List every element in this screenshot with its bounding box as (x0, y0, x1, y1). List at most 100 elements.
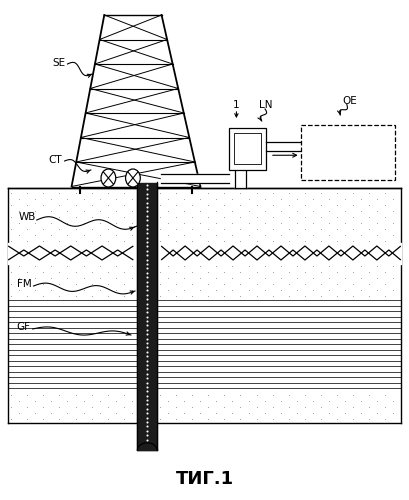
Point (189, 214, 196, 222)
Point (277, 208, 284, 216)
Point (97, 208, 103, 216)
Point (213, 196, 220, 203)
Point (245, 232, 252, 239)
Point (366, 238, 373, 246)
Point (245, 262, 252, 270)
Point (104, 202, 111, 209)
Point (128, 274, 135, 282)
Point (310, 208, 316, 216)
Point (189, 268, 196, 276)
Point (245, 208, 252, 216)
Point (334, 202, 340, 209)
Point (301, 292, 308, 300)
Point (390, 208, 397, 216)
Bar (234, 134, 261, 164)
Point (121, 226, 127, 234)
Point (97, 220, 103, 228)
Point (24, 226, 31, 234)
Point (197, 274, 204, 282)
Point (128, 397, 135, 405)
Point (189, 238, 196, 246)
Point (261, 220, 268, 228)
Point (181, 232, 187, 239)
Point (261, 262, 268, 270)
Point (229, 409, 236, 417)
Point (181, 262, 187, 270)
Point (16, 208, 22, 216)
Point (342, 220, 348, 228)
Point (16, 409, 22, 417)
Point (72, 202, 79, 209)
Point (24, 415, 31, 423)
Point (390, 409, 397, 417)
Point (80, 196, 87, 203)
Point (128, 409, 135, 417)
Point (294, 409, 300, 417)
Point (8, 292, 14, 300)
Point (40, 415, 47, 423)
Point (310, 397, 316, 405)
Point (294, 262, 300, 270)
Point (189, 403, 196, 411)
Point (342, 208, 348, 216)
Point (350, 391, 357, 399)
Point (245, 286, 252, 294)
Point (294, 232, 300, 239)
Point (366, 190, 373, 198)
Point (261, 397, 268, 405)
Point (173, 403, 180, 411)
Point (270, 238, 276, 246)
Point (277, 397, 284, 405)
Point (88, 391, 95, 399)
Point (237, 238, 244, 246)
Point (24, 190, 31, 198)
Point (277, 286, 284, 294)
Point (32, 196, 38, 203)
Point (358, 232, 364, 239)
Point (24, 202, 31, 209)
Point (270, 292, 276, 300)
Point (221, 292, 228, 300)
Point (285, 415, 292, 423)
Point (237, 391, 244, 399)
Circle shape (126, 169, 140, 187)
Point (350, 268, 357, 276)
Point (112, 208, 119, 216)
Point (301, 280, 308, 288)
Point (382, 268, 389, 276)
Point (88, 202, 95, 209)
Point (350, 415, 357, 423)
Point (8, 415, 14, 423)
Point (165, 409, 171, 417)
Point (48, 232, 55, 239)
Point (128, 232, 135, 239)
Point (48, 262, 55, 270)
Point (121, 238, 127, 246)
Point (358, 262, 364, 270)
Point (24, 292, 31, 300)
Point (205, 292, 211, 300)
Point (277, 409, 284, 417)
Text: CT: CT (48, 155, 62, 165)
Point (64, 232, 71, 239)
Point (48, 196, 55, 203)
Point (56, 268, 63, 276)
Point (8, 280, 14, 288)
Point (48, 220, 55, 228)
Point (165, 397, 171, 405)
Text: SE: SE (53, 58, 66, 68)
Point (366, 403, 373, 411)
Point (326, 274, 332, 282)
Point (294, 220, 300, 228)
Point (197, 220, 204, 228)
Point (261, 274, 268, 282)
Point (80, 286, 87, 294)
Point (366, 268, 373, 276)
Point (237, 292, 244, 300)
Point (334, 226, 340, 234)
Point (245, 397, 252, 405)
Point (56, 415, 63, 423)
Point (366, 214, 373, 222)
Point (32, 262, 38, 270)
Point (237, 202, 244, 209)
